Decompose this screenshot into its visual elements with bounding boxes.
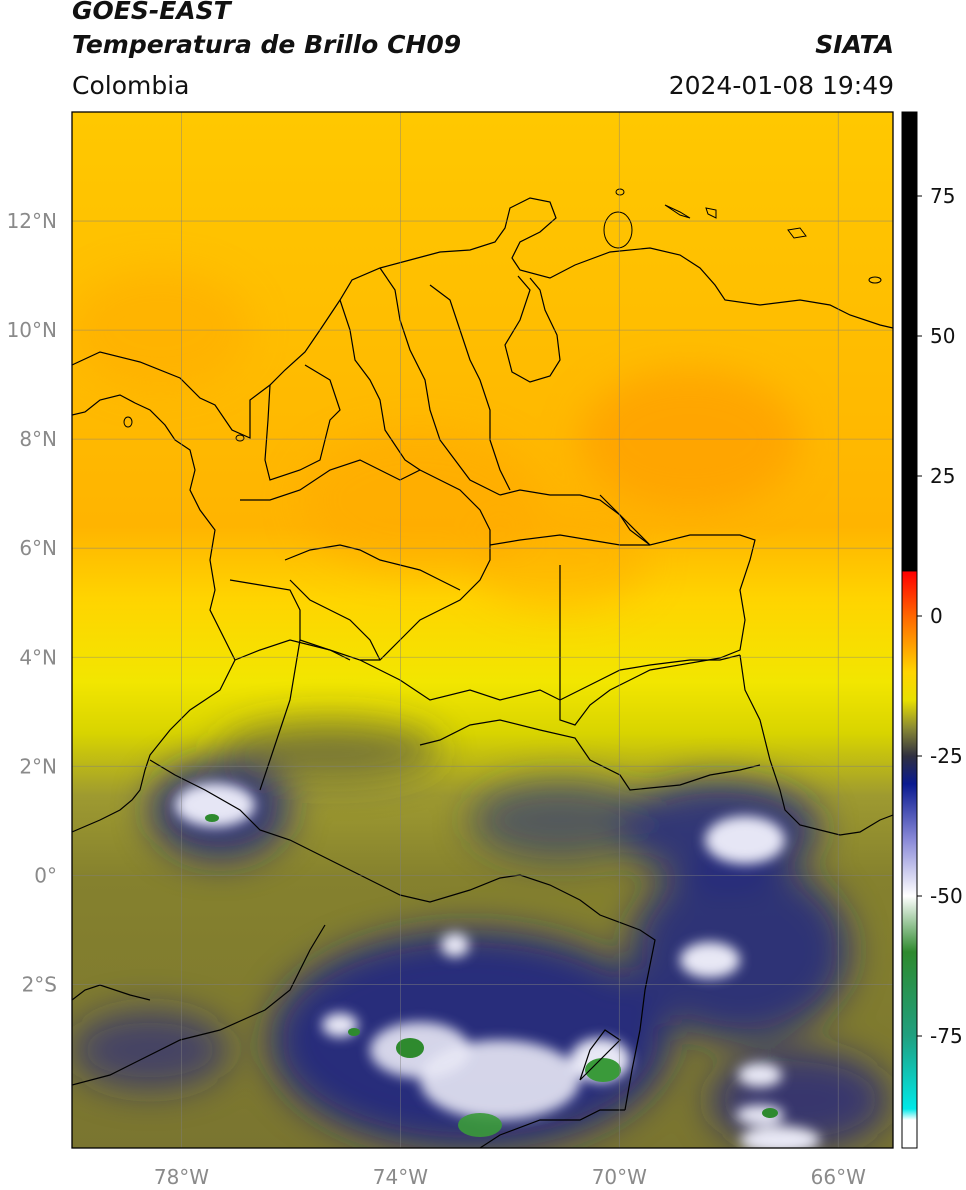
lat-tick-label: 4°N [19, 645, 57, 669]
green-overshooting-tops [205, 814, 778, 1137]
latitude-tick-labels: 12°N 10°N 8°N 6°N 4°N 2°N 0° 2°S [7, 209, 57, 996]
title-product: Temperatura de Brillo CH09 [72, 30, 462, 59]
region-label: Colombia [72, 71, 190, 100]
timestamp-label: 2024-01-08 19:49 [668, 71, 894, 100]
title-satellite: GOES-EAST [72, 0, 231, 25]
colorbar: 75 50 25 0 -25 -50 -75 [901, 111, 963, 1149]
lon-tick-label: 78°W [154, 1165, 209, 1189]
lon-tick-label: 74°W [373, 1165, 428, 1189]
longitude-tick-labels: 78°W 74°W 70°W 66°W [154, 1165, 866, 1189]
colorbar-tick-label: 75 [930, 184, 955, 208]
map-gridlines [72, 112, 893, 1148]
colorbar-tick-label: 50 [930, 324, 955, 348]
lon-tick-label: 66°W [811, 1165, 866, 1189]
lat-tick-label: 2°N [19, 754, 57, 778]
borders-and-coastlines [72, 197, 893, 1148]
colorbar-tick-label: -50 [930, 884, 963, 908]
brightness-temperature-image [72, 112, 893, 1148]
lat-tick-label: 12°N [7, 209, 57, 233]
colorbar-frame [901, 111, 918, 1149]
colorbar-tick-label: -25 [930, 744, 963, 768]
lat-tick-label: 6°N [19, 536, 57, 560]
lat-tick-label: 0° [34, 863, 57, 887]
lat-tick-label: 8°N [19, 427, 57, 451]
lon-tick-label: 70°W [592, 1165, 647, 1189]
colorbar-tick-label: 0 [930, 604, 943, 628]
lat-tick-label: 2°S [22, 972, 57, 996]
map-frame [71, 111, 894, 1149]
colorbar-ticks: 75 50 25 0 -25 -50 -75 [917, 184, 963, 1048]
lat-tick-label: 10°N [7, 318, 57, 342]
colorbar-tick-label: -75 [930, 1024, 963, 1048]
colorbar-gradient [902, 112, 917, 1148]
brand-label: SIATA [815, 30, 894, 59]
caribbean-islands [123, 188, 882, 442]
colorbar-tick-label: 25 [930, 464, 955, 488]
